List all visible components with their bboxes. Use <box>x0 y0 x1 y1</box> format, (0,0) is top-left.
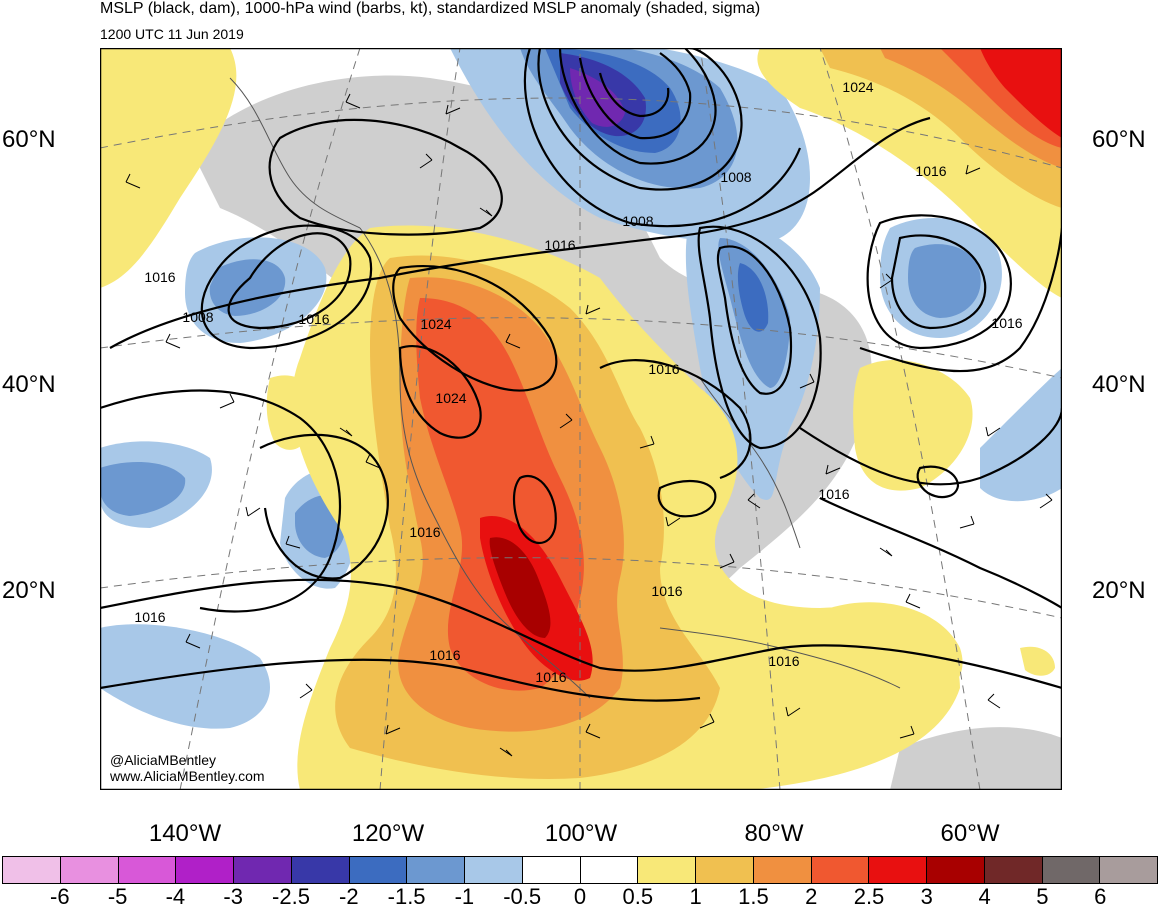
colorbar-tick-label: 5 <box>1036 884 1049 909</box>
colorbar-swatch <box>522 857 581 883</box>
colorbar-swatch <box>3 857 61 883</box>
isobar-label: 1016 <box>134 609 165 625</box>
colorbar-swatch <box>638 857 696 883</box>
isobar-label: 1016 <box>915 163 946 179</box>
colorbar-tick-label: -5 <box>107 884 128 909</box>
isobar-label: 1016 <box>768 653 799 669</box>
colorbar-tick-label: -3 <box>223 884 243 909</box>
graticule <box>100 48 1062 790</box>
colorbar-swatch <box>349 857 408 883</box>
lon-label-120w: 120°W <box>351 820 425 847</box>
isobar-label: 1016 <box>818 486 849 502</box>
colorbar-swatch <box>1042 857 1101 883</box>
weather-map: 1024 1016 1008 1016 1008 1016 1016 1024 … <box>100 48 1062 790</box>
colorbar-swatch <box>580 857 639 883</box>
isobars <box>100 48 1062 702</box>
colorbar-tick-label: -0.5 <box>503 884 542 909</box>
colorbar-swatch <box>291 857 350 883</box>
colorbar-tick-label: 6 <box>1094 884 1107 909</box>
colorbar-tick-label: -2.5 <box>272 884 310 909</box>
colorbar-swatch <box>927 857 985 883</box>
isobar-label: 1016 <box>544 237 575 253</box>
isobar-label: 1024 <box>842 79 873 95</box>
colorbar-tick-label: 1 <box>689 884 702 909</box>
colorbar-tick-label: 2 <box>805 884 818 909</box>
colorbar-swatch <box>407 857 465 883</box>
isobar-label: 1016 <box>651 583 682 599</box>
colorbar-swatch <box>60 857 119 883</box>
lat-label-20n-right: 20°N <box>1092 577 1146 604</box>
colorbar-swatch <box>753 857 812 883</box>
colorbar-swatch <box>696 857 754 883</box>
lat-label-20n-left: 20°N <box>2 577 56 604</box>
colorbar-tick-label: -1.5 <box>387 884 426 909</box>
colorbar-swatch <box>176 857 234 883</box>
lon-label-140w: 140°W <box>148 820 222 847</box>
isobar-label: 1016 <box>535 669 566 685</box>
colorbar-tick-label: -6 <box>50 884 70 909</box>
wind-barbs <box>125 93 1053 757</box>
isobar-label: 1016 <box>429 647 460 663</box>
lon-label-80w: 80°W <box>744 820 804 847</box>
lat-label-60n-right: 60°N <box>1092 126 1146 153</box>
isobar-label: 1016 <box>144 269 175 285</box>
lat-label-60n-left: 60°N <box>2 126 56 153</box>
colorbar-tick-label: -4 <box>165 884 186 909</box>
isobar-label: 1024 <box>435 390 466 406</box>
valid-time: 1200 UTC 11 Jun 2019 <box>100 26 244 42</box>
colorbar-swatch <box>984 857 1043 883</box>
colorbar-tick-label: 1.5 <box>738 884 769 909</box>
isobar-label: 1016 <box>409 524 440 540</box>
colorbar-tick-label: 4 <box>978 884 991 909</box>
lon-label-100w: 100°W <box>544 820 618 847</box>
colorbar-swatch <box>234 857 292 883</box>
colorbar <box>2 856 1158 884</box>
map-title: MSLP (black, dam), 1000-hPa wind (barbs,… <box>100 0 761 17</box>
lon-label-60w: 60°W <box>940 820 1000 847</box>
isobar-label: 1008 <box>622 213 653 229</box>
isobar-label: 1016 <box>298 311 329 327</box>
colorbar-tick-label: -2 <box>339 884 359 909</box>
colorbar-swatch <box>869 857 927 883</box>
colorbar-tick-label: 2.5 <box>853 884 885 909</box>
isobar-label: 1008 <box>720 169 751 185</box>
lat-label-40n-right: 40°N <box>1092 371 1146 398</box>
isobar-label: 1024 <box>420 316 451 332</box>
colorbar-swatch <box>118 857 177 883</box>
colorbar-swatch <box>1100 857 1157 883</box>
colorbar-tick-label: -1 <box>454 884 475 909</box>
colorbar-tick-label: 0 <box>573 884 587 909</box>
colorbar-tick-label: 3 <box>920 884 933 909</box>
positive-anomaly-shading <box>100 48 1062 790</box>
colorbar-swatch <box>465 857 523 883</box>
credit-handle: @AliciaMBentley <box>110 752 217 768</box>
isobar-label: 1016 <box>648 361 679 377</box>
colorbar-tick-label: 0.5 <box>622 884 654 909</box>
isobar-labels: 1024 1016 1008 1016 1008 1016 1016 1024 … <box>134 79 1022 685</box>
colorbar-swatch <box>811 857 870 883</box>
lat-label-40n-left: 40°N <box>2 371 56 398</box>
credit-website: www.AliciaMBentley.com <box>110 768 265 784</box>
isobar-label: 1008 <box>182 309 213 325</box>
isobar-label: 1016 <box>991 315 1022 331</box>
